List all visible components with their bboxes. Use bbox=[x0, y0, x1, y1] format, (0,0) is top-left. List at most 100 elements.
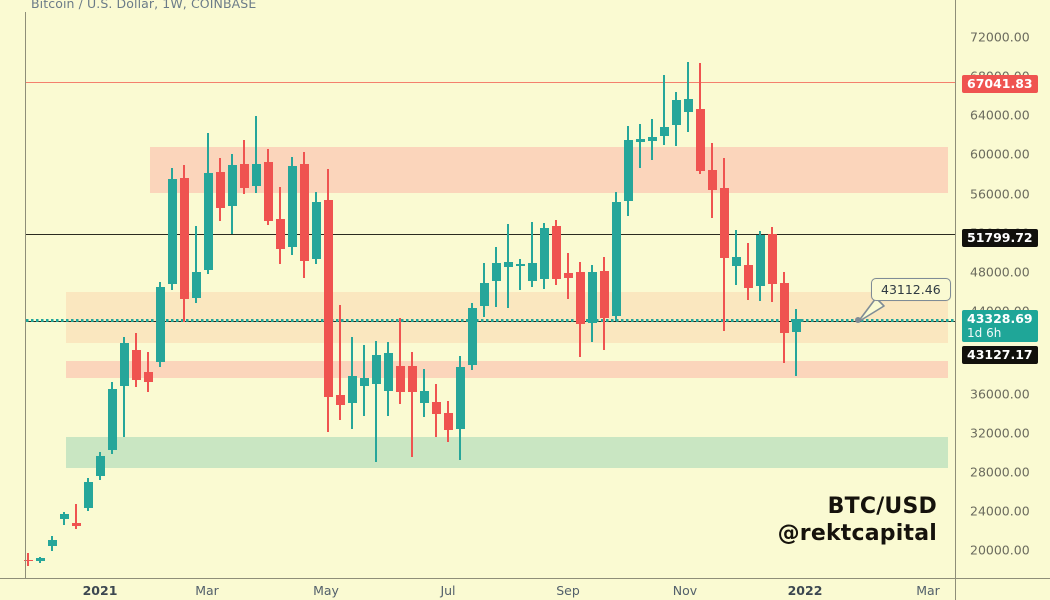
candle bbox=[395, 12, 405, 578]
candle-wick bbox=[195, 226, 197, 303]
candle-body bbox=[695, 109, 705, 171]
chart-watermark: BTC/USD @rektcapital bbox=[778, 494, 937, 548]
candle-wick bbox=[663, 75, 665, 145]
candle bbox=[659, 12, 669, 578]
candle bbox=[479, 12, 489, 578]
candle bbox=[119, 12, 129, 578]
candle bbox=[419, 12, 429, 578]
candle bbox=[287, 12, 297, 578]
candle-body bbox=[671, 100, 681, 125]
candle-wick bbox=[27, 553, 29, 566]
candle bbox=[467, 12, 477, 578]
price-axis-label: 64000.00 bbox=[970, 107, 1030, 123]
candle-wick bbox=[75, 504, 77, 529]
time-axis[interactable]: 2021 Mar May Jul Sep Nov 2022 Mar bbox=[0, 578, 1050, 600]
candle bbox=[371, 12, 381, 578]
candle-body bbox=[563, 273, 573, 278]
candle-body bbox=[767, 234, 777, 284]
zone-lower-accumulation-zone bbox=[66, 436, 948, 468]
chart-plot-area[interactable]: 43112.46 BTC/USD @rektcapital bbox=[0, 12, 955, 578]
dotted-price-line[interactable] bbox=[26, 318, 955, 322]
candle-body bbox=[239, 164, 249, 188]
candle bbox=[779, 12, 789, 578]
candle-body bbox=[371, 355, 381, 384]
candle bbox=[311, 12, 321, 578]
chart-pane[interactable]: 43112.46 BTC/USD @rektcapital bbox=[0, 12, 955, 578]
watermark-symbol: BTC/USD bbox=[827, 494, 937, 519]
candle-wick bbox=[531, 222, 533, 287]
time-axis-label: Nov bbox=[672, 583, 698, 598]
candle-body bbox=[95, 456, 105, 476]
candle-body bbox=[359, 378, 369, 386]
candle bbox=[527, 12, 537, 578]
price-tag-countdown: 1d 6h bbox=[967, 326, 1002, 340]
candle bbox=[239, 12, 249, 578]
candle-body bbox=[719, 188, 729, 258]
candle-body bbox=[443, 413, 453, 430]
candle bbox=[539, 12, 549, 578]
candle bbox=[71, 12, 81, 578]
candle bbox=[263, 12, 273, 578]
candle-body bbox=[527, 263, 537, 281]
time-axis-label: Mar bbox=[195, 583, 219, 598]
candle bbox=[383, 12, 393, 578]
price-axis-label: 36000.00 bbox=[970, 386, 1030, 402]
candle-body bbox=[599, 271, 609, 318]
price-axis-label: 32000.00 bbox=[970, 425, 1030, 441]
time-axis-label: 2021 bbox=[82, 583, 118, 598]
zone-upper-resistance-zone bbox=[150, 147, 948, 193]
price-axis[interactable]: 72000.0068000.0064000.0060000.0056000.00… bbox=[955, 0, 1050, 578]
candle bbox=[299, 12, 309, 578]
candle bbox=[443, 12, 453, 578]
candle-wick bbox=[375, 341, 377, 462]
time-axis-label: 2022 bbox=[787, 583, 823, 598]
candle bbox=[719, 12, 729, 578]
candle bbox=[635, 12, 645, 578]
candle-wick bbox=[519, 259, 521, 290]
candle bbox=[227, 12, 237, 578]
candle bbox=[23, 12, 33, 578]
time-axis-label: Mar bbox=[916, 583, 940, 598]
candle-body bbox=[515, 264, 525, 266]
candle-body bbox=[131, 350, 141, 380]
candle-body bbox=[71, 523, 81, 526]
candle-body bbox=[59, 514, 69, 519]
price-callout[interactable]: 43112.46 bbox=[871, 278, 951, 301]
candle-wick bbox=[639, 124, 641, 168]
price-line-51799-72[interactable] bbox=[26, 234, 955, 235]
zone-mid-support-zone bbox=[66, 291, 948, 343]
candle-body bbox=[227, 165, 237, 206]
candle bbox=[515, 12, 525, 578]
candle bbox=[695, 12, 705, 578]
candle-body bbox=[299, 164, 309, 261]
price-tag-value: 51799.72 bbox=[967, 230, 1033, 245]
candle bbox=[683, 12, 693, 578]
candle-body bbox=[203, 173, 213, 270]
candle-body bbox=[647, 137, 657, 141]
candle-body bbox=[347, 376, 357, 403]
price-tag-black[interactable]: 43127.17 bbox=[962, 346, 1038, 364]
candle-body bbox=[35, 558, 45, 561]
price-axis-label: 72000.00 bbox=[970, 29, 1030, 45]
candle bbox=[251, 12, 261, 578]
candle bbox=[191, 12, 201, 578]
price-line-67041-83[interactable] bbox=[26, 81, 955, 83]
candle-body bbox=[791, 319, 801, 332]
price-tag-teal[interactable]: 43328.69 1d 6h bbox=[962, 310, 1038, 342]
candle-body bbox=[215, 172, 225, 208]
price-tag-value: 67041.83 bbox=[967, 76, 1033, 91]
candle-wick bbox=[411, 352, 413, 457]
candle bbox=[179, 12, 189, 578]
candle-body bbox=[611, 202, 621, 316]
candle-body bbox=[779, 283, 789, 333]
candle-body bbox=[107, 389, 117, 450]
price-axis-label: 24000.00 bbox=[970, 503, 1030, 519]
candle-body bbox=[731, 257, 741, 266]
candle-body bbox=[707, 170, 717, 190]
price-tag-red[interactable]: 67041.83 bbox=[962, 75, 1038, 93]
candle-body bbox=[419, 391, 429, 403]
candle-body bbox=[551, 226, 561, 279]
candle-wick bbox=[687, 62, 689, 132]
candle-body bbox=[455, 367, 465, 429]
price-tag-black[interactable]: 51799.72 bbox=[962, 229, 1038, 247]
